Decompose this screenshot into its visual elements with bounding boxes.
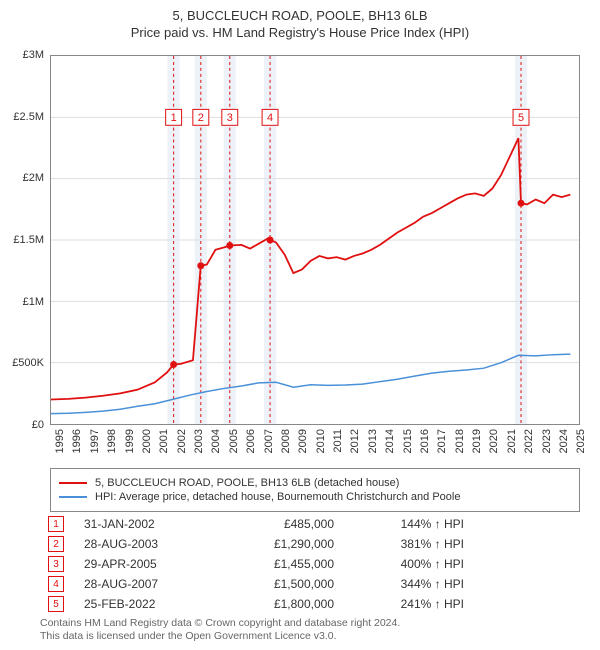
x-tick-label: 2018 [454,429,466,453]
x-tick-label: 2006 [245,429,257,453]
sale-marker-icon: 4 [48,576,64,592]
sale-price: £1,500,000 [224,577,334,591]
chart-svg: 1 2 3 4 5 [51,56,579,424]
svg-text:2: 2 [198,112,204,124]
sale-pct: 381% ↑ HPI [354,537,464,551]
x-tick-label: 1999 [124,429,136,453]
title-area: 5, BUCCLEUCH ROAD, POOLE, BH13 6LB Price… [0,0,600,44]
x-tick-label: 2019 [471,429,483,453]
x-tick-label: 2007 [263,429,275,453]
sale-price: £1,290,000 [224,537,334,551]
legend-label: 5, BUCCLEUCH ROAD, POOLE, BH13 6LB (deta… [95,477,399,489]
x-tick-label: 2025 [575,429,587,453]
x-tick-label: 2013 [367,429,379,453]
sales-row: 4 28-AUG-2007 £1,500,000 344% ↑ HPI [40,576,580,592]
y-tick-label: £2M [23,172,44,184]
x-tick-label: 2011 [332,429,344,453]
sale-date: 28-AUG-2007 [84,577,204,591]
x-tick-label: 2021 [506,429,518,453]
legend-swatch [59,482,87,484]
sale-date: 25-FEB-2022 [84,597,204,611]
sale-price: £1,800,000 [224,597,334,611]
legend-item: 5, BUCCLEUCH ROAD, POOLE, BH13 6LB (deta… [59,477,571,489]
title-subtitle: Price paid vs. HM Land Registry's House … [0,25,600,40]
title-address: 5, BUCCLEUCH ROAD, POOLE, BH13 6LB [0,8,600,23]
x-tick-label: 2003 [193,429,205,453]
sale-marker-icon: 2 [48,536,64,552]
x-tick-label: 1997 [89,429,101,453]
sale-pct: 241% ↑ HPI [354,597,464,611]
x-axis-labels: 1995 1996 1997 1998 1999 2000 2001 2002 2003 2004… [50,425,580,465]
sale-date: 29-APR-2005 [84,557,204,571]
x-tick-label: 2016 [419,429,431,453]
sale-date: 28-AUG-2003 [84,537,204,551]
sale-marker-icon: 1 [48,516,64,532]
sale-pct: 144% ↑ HPI [354,517,464,531]
y-tick-label: £1M [23,296,44,308]
plot-area: 1 2 3 4 5 [50,55,580,425]
svg-text:5: 5 [518,112,524,124]
x-tick-label: 2005 [228,429,240,453]
x-tick-label: 2008 [280,429,292,453]
sales-row: 2 28-AUG-2003 £1,290,000 381% ↑ HPI [40,536,580,552]
x-tick-label: 2012 [349,429,361,453]
sales-row: 5 25-FEB-2022 £1,800,000 241% ↑ HPI [40,596,580,612]
legend: 5, BUCCLEUCH ROAD, POOLE, BH13 6LB (deta… [50,468,580,512]
legend-swatch [59,496,87,498]
x-tick-label: 2022 [523,429,535,453]
x-tick-label: 2001 [158,429,170,453]
x-tick-label: 2004 [210,429,222,453]
sale-marker-icon: 3 [48,556,64,572]
footer-line: Contains HM Land Registry data © Crown c… [40,617,580,631]
x-tick-label: 2002 [176,429,188,453]
x-tick-label: 2000 [141,429,153,453]
sale-pct: 344% ↑ HPI [354,577,464,591]
y-tick-label: £2.5M [13,111,44,123]
sale-date: 31-JAN-2002 [84,517,204,531]
x-tick-label: 2020 [488,429,500,453]
y-tick-label: £0 [32,419,44,431]
x-tick-label: 2024 [558,429,570,453]
x-tick-label: 2010 [315,429,327,453]
x-tick-label: 1995 [54,429,66,453]
sales-table: 1 31-JAN-2002 £485,000 144% ↑ HPI 2 28-AUG-20… [40,512,580,616]
sale-price: £1,455,000 [224,557,334,571]
y-tick-label: £3M [23,49,44,61]
sale-pct: 400% ↑ HPI [354,557,464,571]
x-tick-label: 1998 [106,429,118,453]
sale-marker-icon: 5 [48,596,64,612]
svg-text:3: 3 [227,112,233,124]
legend-label: HPI: Average price, detached house, Bour… [95,491,460,503]
sale-price: £485,000 [224,517,334,531]
svg-text:4: 4 [267,112,273,124]
x-tick-label: 2023 [541,429,553,453]
x-tick-label: 1996 [71,429,83,453]
footer: Contains HM Land Registry data © Crown c… [40,617,580,644]
x-tick-label: 2015 [402,429,414,453]
sales-row: 3 29-APR-2005 £1,455,000 400% ↑ HPI [40,556,580,572]
y-axis-labels: £0£500K£1M£1.5M£2M£2.5M£3M [0,55,48,425]
y-tick-label: £500K [12,357,44,369]
sales-row: 1 31-JAN-2002 £485,000 144% ↑ HPI [40,516,580,532]
svg-text:1: 1 [171,112,177,124]
y-tick-label: £1.5M [13,234,44,246]
chart-container: 5, BUCCLEUCH ROAD, POOLE, BH13 6LB Price… [0,0,600,650]
x-tick-label: 2014 [384,429,396,453]
legend-item: HPI: Average price, detached house, Bour… [59,491,571,503]
x-tick-label: 2017 [436,429,448,453]
x-tick-label: 2009 [297,429,309,453]
footer-line: This data is licensed under the Open Gov… [40,630,580,644]
